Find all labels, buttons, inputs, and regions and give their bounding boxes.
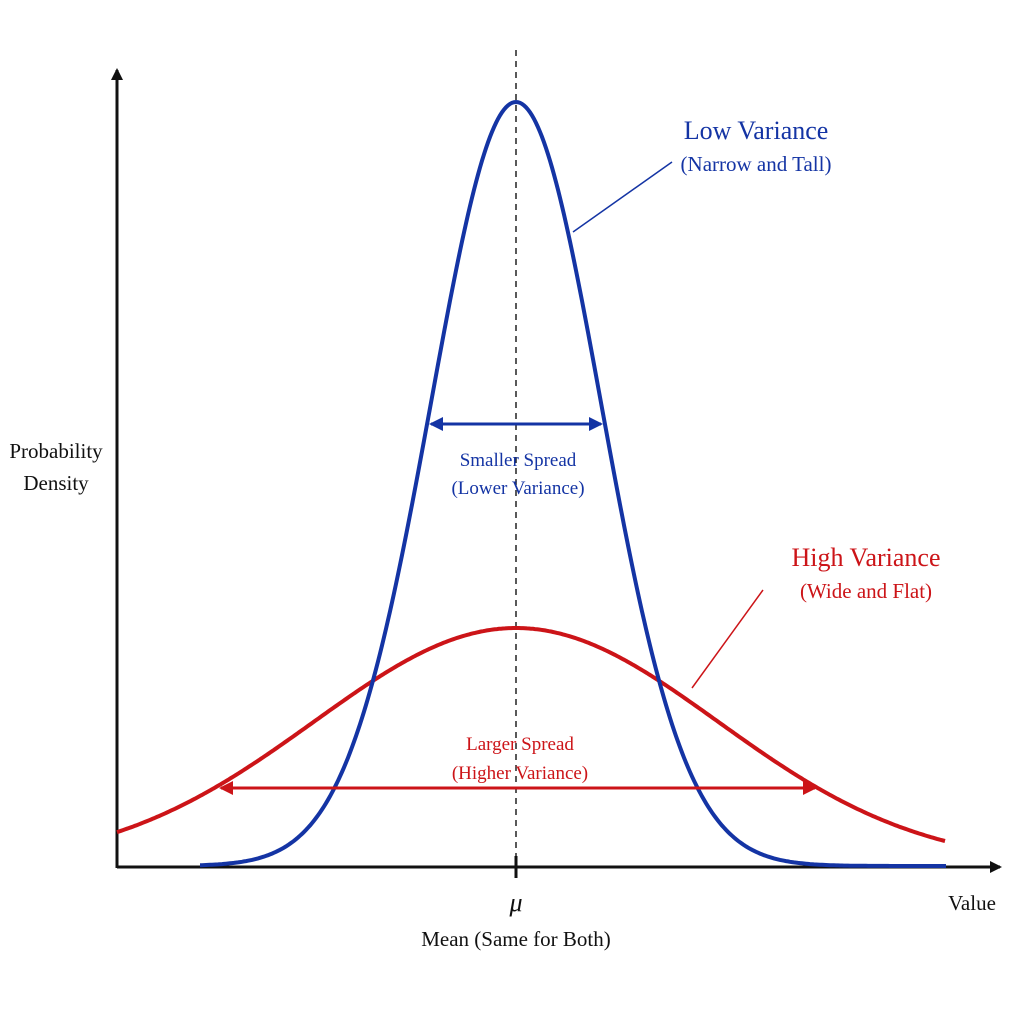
low-variance-leader-line <box>572 161 673 233</box>
smaller-spread-label: Smaller Spread <box>460 450 577 471</box>
x-axis-label: Value <box>948 891 996 915</box>
low-variance-subtitle: (Narrow and Tall) <box>681 152 832 176</box>
high-variance-leader-line <box>691 589 764 689</box>
lower-variance-label: (Lower Variance) <box>451 478 584 499</box>
high-variance-subtitle: (Wide and Flat) <box>800 579 932 603</box>
higher-variance-label: (Higher Variance) <box>452 763 588 784</box>
high-variance-title: High Variance <box>792 543 941 572</box>
low-variance-title: Low Variance <box>684 116 829 145</box>
y-axis-label-line1: Probability <box>9 439 103 463</box>
mean-symbol: μ <box>508 888 522 917</box>
y-axis-label-line2: Density <box>23 471 89 495</box>
mean-label: Mean (Same for Both) <box>421 927 611 951</box>
low-variance-curve <box>200 99 946 868</box>
larger-spread-label: Larger Spread <box>466 734 574 755</box>
